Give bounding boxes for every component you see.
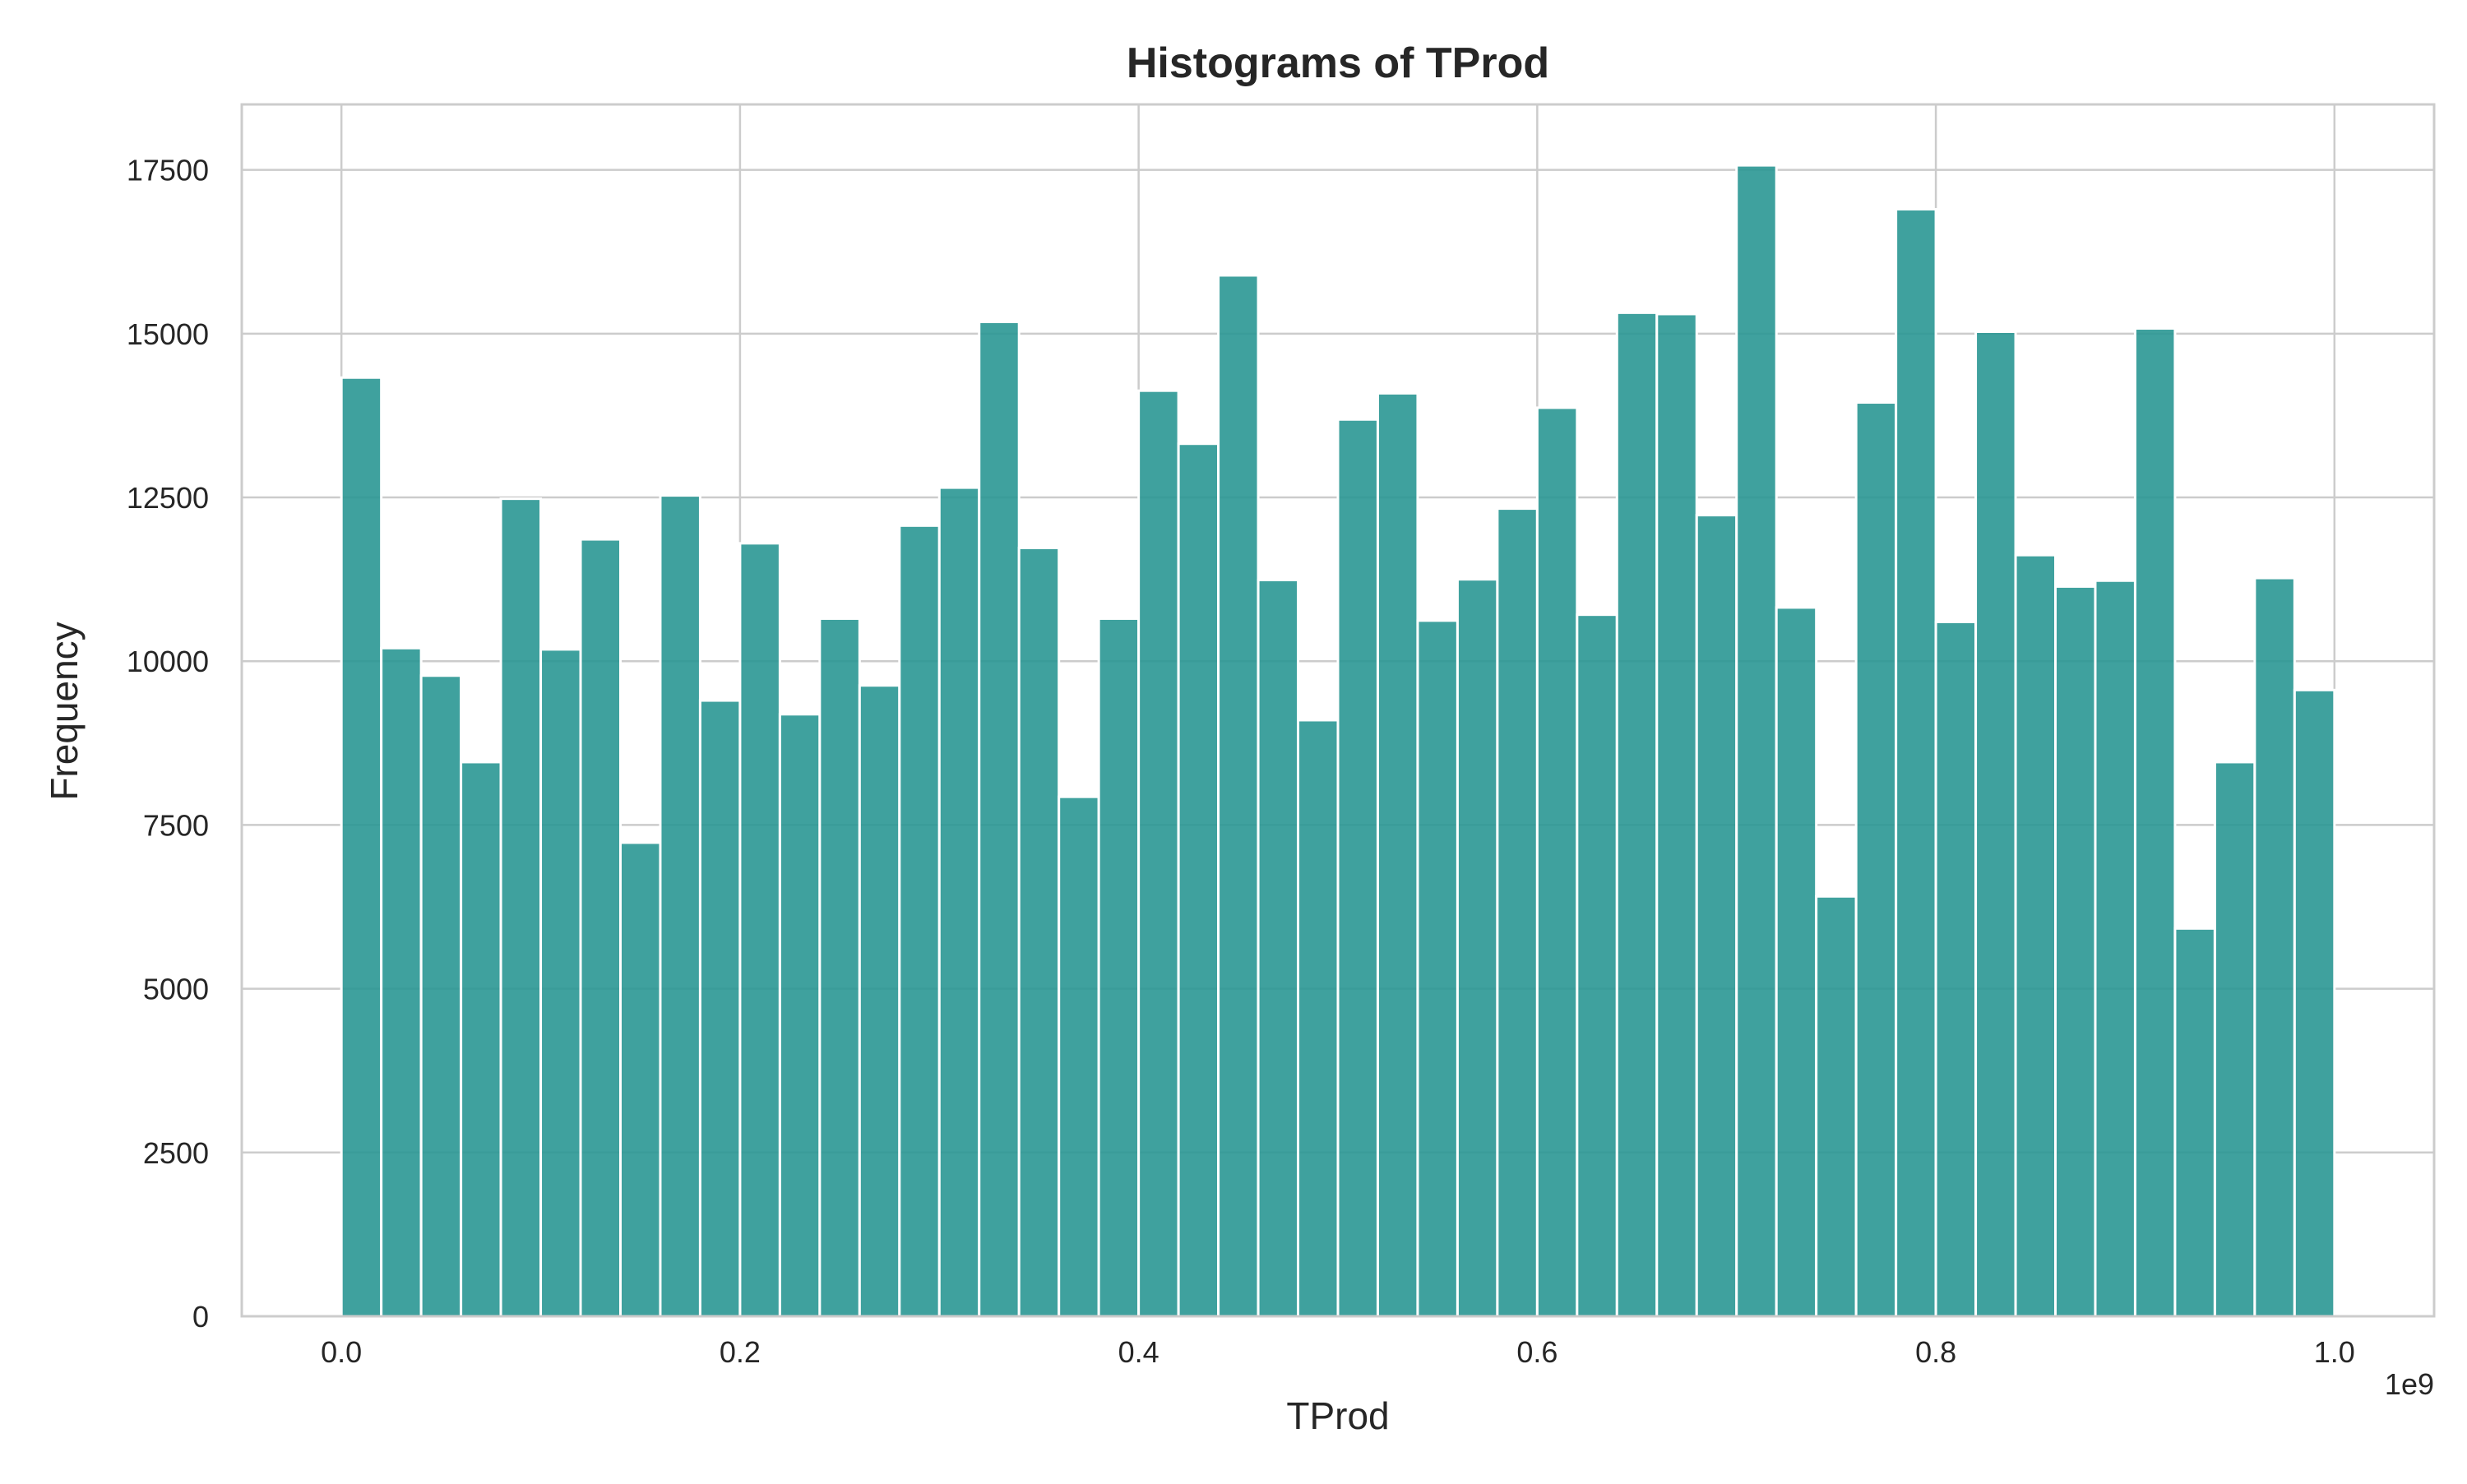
histogram-bar [460, 760, 502, 1318]
histogram-bar [380, 646, 423, 1318]
histogram-bar [1615, 311, 1659, 1318]
x-tick-label: 0.2 [720, 1335, 761, 1369]
histogram-bar [1456, 578, 1499, 1318]
histogram-bar [1535, 406, 1579, 1318]
histogram-bar [1017, 546, 1061, 1318]
histogram-bar [818, 617, 861, 1318]
histogram-bar [778, 713, 822, 1318]
histogram-bars [340, 164, 2336, 1318]
histogram-bar [1895, 207, 1937, 1318]
histogram-bar [2014, 553, 2057, 1318]
histogram-bar [1137, 389, 1180, 1318]
histogram-bar [539, 648, 582, 1318]
histogram-bar [2253, 576, 2296, 1318]
y-axis-label: Frequency [43, 622, 86, 800]
plot-frame [240, 103, 2436, 1318]
histogram-bar [1297, 719, 1340, 1318]
histogram-bar [1058, 795, 1100, 1318]
histogram-bar [1336, 418, 1379, 1318]
x-tick-label: 0.0 [321, 1335, 362, 1369]
histogram-bar [1695, 514, 1738, 1318]
x-tick-label: 0.4 [1118, 1335, 1159, 1369]
histogram-bar [698, 699, 742, 1318]
histogram-bar [1097, 617, 1141, 1318]
histogram-bar [2094, 579, 2136, 1318]
histogram-bar [2054, 585, 2097, 1318]
chart-title: Histograms of TProd [1127, 39, 1549, 87]
x-tick-label: 1.0 [2314, 1335, 2355, 1369]
histogram-bar [340, 376, 383, 1318]
y-tick-label: 12500 [127, 481, 209, 515]
histogram-bar [937, 486, 981, 1318]
histogram-bar [2133, 326, 2177, 1318]
histogram-bar [1735, 164, 1778, 1318]
x-tick-label: 0.8 [1915, 1335, 1956, 1369]
histogram-bar [1257, 578, 1300, 1318]
histogram-bar [579, 538, 622, 1318]
histogram-bar [618, 841, 662, 1318]
histogram-bar [1775, 606, 1818, 1318]
histogram-bar [1815, 895, 1858, 1318]
histogram-bar [858, 684, 901, 1318]
histogram-bar [2173, 927, 2216, 1318]
histogram-bar [1177, 442, 1220, 1318]
histogram-bar [1376, 391, 1419, 1318]
histogram-bar [659, 494, 701, 1318]
y-tick-label: 10000 [127, 645, 209, 678]
histogram-bar [2213, 760, 2256, 1318]
y-tick-label: 2500 [143, 1136, 209, 1170]
x-axis-offset-label: 1e9 [2385, 1367, 2434, 1401]
histogram-bar [1217, 274, 1260, 1318]
histogram-bar [1576, 613, 1618, 1318]
histogram-bar [1934, 620, 1978, 1318]
histogram-bar [1655, 312, 1698, 1318]
histogram-bar [2293, 688, 2336, 1318]
histogram-bar [499, 497, 543, 1318]
histogram-bar [1974, 330, 2017, 1318]
histogram-bar [1496, 507, 1539, 1318]
y-tick-label: 5000 [143, 973, 209, 1006]
tick-labels: 0.0 0.2 0.4 0.6 0.8 1.0 0 2500 5000 7500 10000 1250… [127, 154, 2355, 1369]
histogram-bar [419, 674, 463, 1318]
x-tick-label: 0.6 [1516, 1335, 1557, 1369]
histogram-bar [738, 542, 781, 1318]
x-axis-label: TProd [1286, 1394, 1389, 1437]
histogram-bar [898, 524, 941, 1318]
y-tick-label: 17500 [127, 154, 209, 187]
y-tick-label: 0 [192, 1300, 209, 1334]
histogram-bar [1854, 401, 1898, 1318]
y-tick-label: 7500 [143, 808, 209, 842]
histogram-bar [1416, 619, 1459, 1318]
histogram-bar [978, 321, 1021, 1318]
y-tick-label: 15000 [127, 317, 209, 351]
